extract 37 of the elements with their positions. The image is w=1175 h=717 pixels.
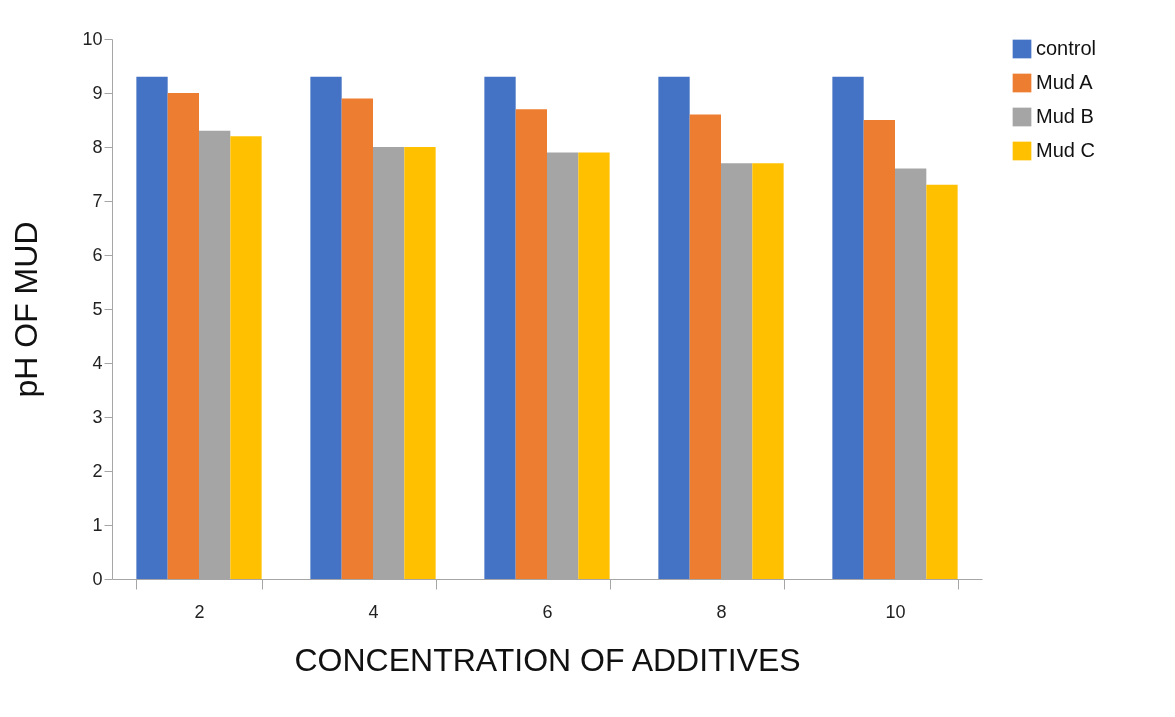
y-tick-label: 3 — [92, 406, 103, 427]
y-tick-label: 8 — [92, 136, 103, 157]
y-tick-label: 2 — [92, 460, 103, 481]
bar — [578, 152, 610, 579]
y-tick-label: 6 — [92, 244, 103, 265]
x-tick-label: 6 — [542, 601, 553, 622]
legend-label: control — [1036, 37, 1097, 59]
bar — [832, 76, 864, 579]
y-tick-label: 1 — [92, 514, 103, 535]
y-tick-label: 10 — [82, 28, 103, 49]
bar — [136, 76, 168, 579]
bar — [658, 76, 690, 579]
y-tick-label: 0 — [92, 568, 103, 589]
bar — [926, 184, 958, 579]
bar — [167, 93, 199, 579]
legend-label: Mud A — [1036, 71, 1094, 93]
x-tick-label: 10 — [885, 601, 906, 622]
legend-label: Mud C — [1036, 139, 1095, 161]
x-axis-title: CONCENTRATION OF ADDITIVES — [294, 641, 801, 678]
y-tick-label: 9 — [92, 82, 103, 103]
y-tick-label: 7 — [92, 190, 103, 211]
x-tick-label: 2 — [194, 601, 205, 622]
legend-label: Mud B — [1036, 105, 1094, 127]
x-tick-label: 4 — [368, 601, 379, 622]
bar — [230, 136, 262, 579]
bar — [689, 114, 721, 579]
bar — [341, 98, 373, 579]
bar — [752, 163, 784, 579]
bar — [515, 109, 547, 579]
bar — [404, 147, 436, 579]
y-tick-label: 4 — [92, 352, 103, 373]
bar — [484, 76, 516, 579]
y-axis-title: pH OF MUD — [8, 221, 45, 398]
x-tick-label: 8 — [716, 601, 727, 622]
bar — [863, 120, 895, 579]
bar — [310, 76, 342, 579]
y-tick-label: 5 — [92, 298, 103, 319]
